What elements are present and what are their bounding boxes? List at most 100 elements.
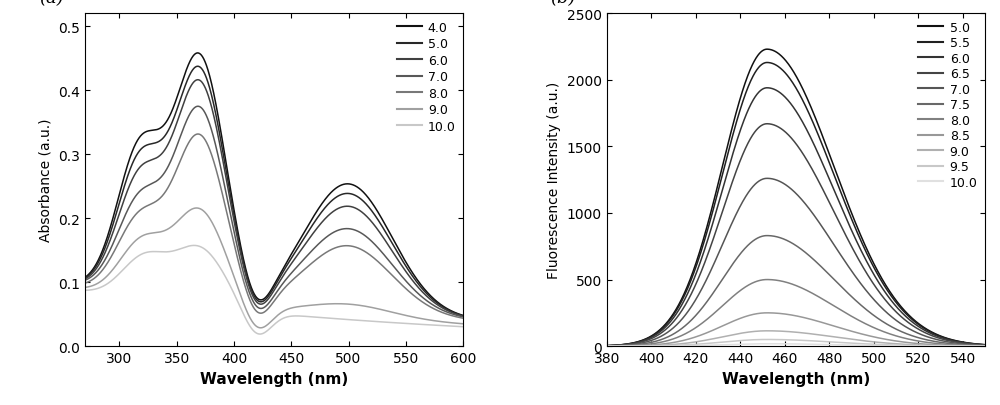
5.5	[768, 62, 780, 67]
6.0	[98, 252, 110, 257]
5.0	[379, 229, 391, 234]
10.0	[459, 325, 471, 330]
8.0	[79, 281, 91, 286]
9.5	[754, 337, 766, 342]
9.5	[903, 343, 915, 348]
7.0	[459, 315, 471, 320]
10.0	[903, 343, 915, 348]
5.0	[449, 311, 461, 315]
6.5	[639, 339, 651, 343]
Y-axis label: Fluorescence Intensity (a.u.): Fluorescence Intensity (a.u.)	[547, 82, 561, 279]
10.0	[379, 320, 391, 325]
Line: 7.0: 7.0	[607, 179, 985, 346]
9.0	[379, 308, 391, 313]
10.0	[188, 243, 200, 248]
6.5	[601, 343, 613, 348]
9.0	[79, 285, 91, 290]
8.5	[601, 344, 613, 349]
8.0	[448, 314, 460, 319]
8.0	[896, 335, 908, 340]
5.0	[761, 48, 773, 53]
6.0	[754, 90, 766, 94]
4.0	[98, 243, 110, 248]
Line: 8.0: 8.0	[85, 135, 465, 319]
10.0	[979, 344, 991, 349]
9.5	[896, 343, 908, 348]
7.0	[896, 322, 908, 327]
6.0	[979, 343, 991, 347]
Line: 7.0: 7.0	[85, 107, 465, 318]
7.0	[761, 177, 773, 181]
7.0	[861, 289, 873, 294]
8.0	[264, 304, 276, 309]
X-axis label: Wavelength (nm): Wavelength (nm)	[722, 371, 870, 386]
5.0	[903, 313, 915, 318]
Line: 5.5: 5.5	[607, 63, 985, 346]
8.0	[754, 278, 766, 283]
5.0	[254, 300, 266, 305]
10.0	[601, 344, 613, 349]
6.0	[639, 338, 651, 343]
Legend: 5.0, 5.5, 6.0, 6.5, 7.0, 7.5, 8.0, 8.5, 9.0, 9.5, 10.0: 5.0, 5.5, 6.0, 6.5, 7.0, 7.5, 8.0, 8.5, …	[917, 20, 979, 190]
9.5	[768, 337, 780, 342]
6.5	[754, 125, 766, 130]
5.5	[979, 343, 991, 347]
7.0	[449, 313, 461, 318]
8.5	[754, 311, 766, 316]
7.0	[903, 326, 915, 331]
7.0	[979, 343, 991, 348]
6.0	[448, 311, 460, 316]
10.0	[754, 341, 766, 346]
9.0	[761, 328, 773, 333]
Line: 5.0: 5.0	[607, 50, 985, 346]
9.0	[768, 328, 780, 333]
Line: 6.5: 6.5	[607, 124, 985, 346]
7.0	[379, 254, 391, 258]
7.0	[254, 306, 266, 311]
10.0	[98, 284, 110, 288]
Text: (b): (b)	[550, 0, 576, 8]
9.0	[191, 206, 203, 211]
6.5	[979, 343, 991, 347]
7.5	[861, 308, 873, 313]
9.0	[98, 276, 110, 281]
7.0	[448, 312, 460, 317]
8.5	[768, 311, 780, 315]
9.0	[896, 342, 908, 347]
5.0	[448, 311, 460, 315]
9.5	[979, 344, 991, 349]
Line: 9.0: 9.0	[607, 331, 985, 346]
8.5	[903, 340, 915, 345]
8.5	[896, 339, 908, 344]
4.0	[448, 310, 460, 315]
5.5	[601, 343, 613, 348]
6.0	[192, 78, 204, 83]
10.0	[79, 288, 91, 293]
7.5	[768, 234, 780, 239]
9.0	[601, 344, 613, 349]
Line: 6.0: 6.0	[607, 89, 985, 346]
7.0	[98, 259, 110, 264]
10.0	[449, 324, 461, 329]
5.5	[861, 252, 873, 256]
6.5	[903, 321, 915, 326]
7.5	[639, 341, 651, 346]
6.0	[861, 260, 873, 264]
10.0	[761, 341, 773, 346]
7.0	[192, 104, 204, 109]
Line: 6.0: 6.0	[85, 81, 465, 317]
Line: 9.5: 9.5	[607, 340, 985, 346]
5.5	[639, 337, 651, 342]
8.5	[639, 343, 651, 348]
8.0	[192, 132, 204, 137]
5.0	[601, 343, 613, 348]
10.0	[896, 343, 908, 348]
6.0	[896, 311, 908, 315]
8.0	[601, 344, 613, 349]
Line: 8.0: 8.0	[607, 280, 985, 346]
10.0	[264, 326, 276, 330]
4.0	[79, 275, 91, 280]
9.0	[861, 339, 873, 344]
8.5	[861, 333, 873, 338]
9.0	[979, 344, 991, 349]
